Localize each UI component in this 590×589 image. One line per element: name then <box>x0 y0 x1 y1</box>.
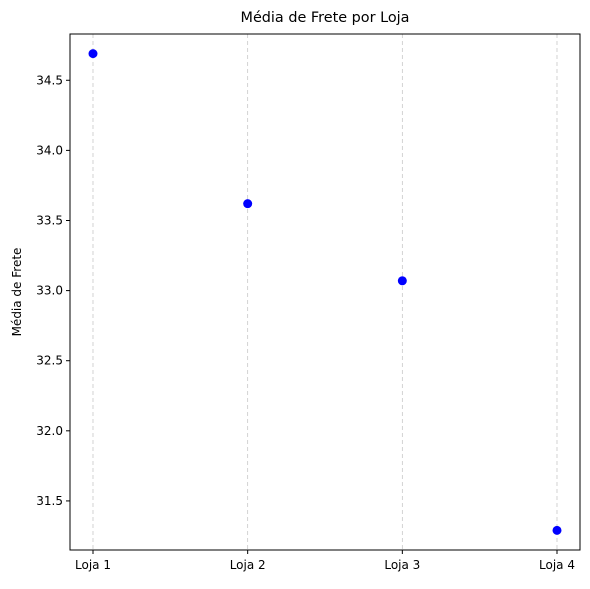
y-tick-label: 32.0 <box>36 424 63 438</box>
plot-frame <box>69 33 581 551</box>
ticks-layer: Loja 1 Loja 2 Loja 3 Loja 4 31.5 32.0 32.5 33.0… <box>36 73 575 572</box>
y-tick-label: 31.5 <box>36 494 63 508</box>
grid-layer <box>92 34 558 550</box>
data-point <box>88 49 98 59</box>
data-point <box>552 525 562 535</box>
y-tick-label: 33.5 <box>36 213 63 227</box>
x-tick-label: Loja 1 <box>75 558 111 572</box>
y-tick-label: 34.0 <box>36 143 63 157</box>
chart-title: Média de Frete por Loja <box>241 10 410 26</box>
data-point <box>243 199 253 209</box>
x-tick-label: Loja 3 <box>384 558 420 572</box>
x-tick-label: Loja 4 <box>539 558 575 572</box>
y-tick-label: 34.5 <box>36 73 63 87</box>
points-layer <box>88 49 562 535</box>
y-tick-label: 33.0 <box>36 284 63 298</box>
x-tick-label: Loja 2 <box>230 558 266 572</box>
y-axis-label: Média de Frete <box>10 248 24 337</box>
data-point <box>397 276 407 286</box>
y-tick-label: 32.5 <box>36 354 63 368</box>
